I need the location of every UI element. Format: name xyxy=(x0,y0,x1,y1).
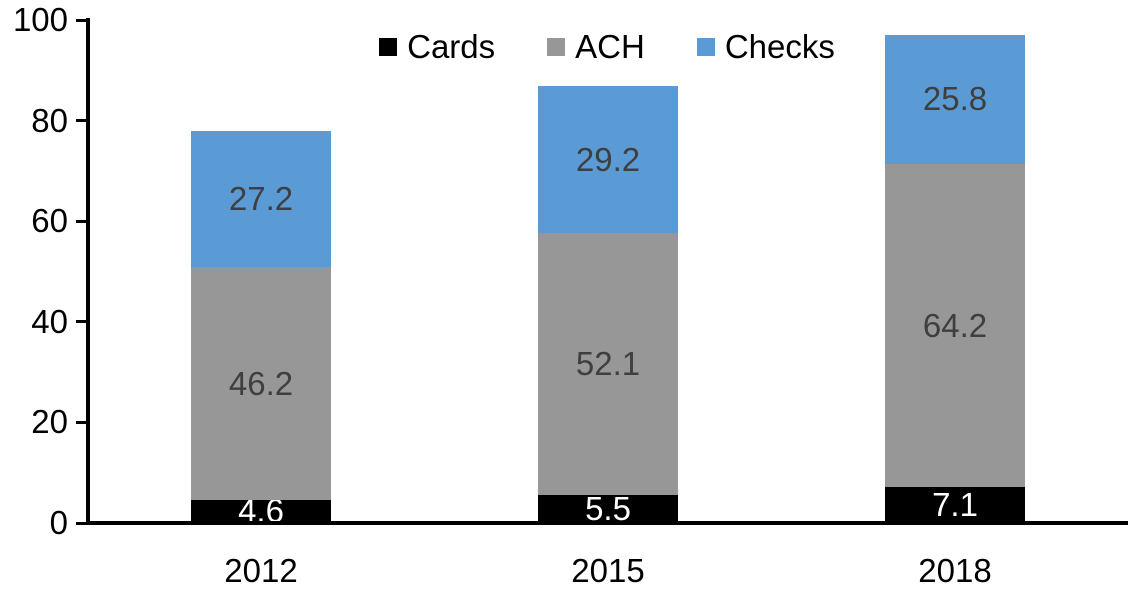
legend-item-ach: ACH xyxy=(547,27,645,67)
bar-segment-ach-2012: 46.2 xyxy=(191,267,331,500)
x-axis-label-2018: 2018 xyxy=(918,552,992,589)
y-axis-tick xyxy=(76,320,88,324)
bar-segment-checks-2018: 25.8 xyxy=(885,34,1025,165)
y-axis-tick xyxy=(76,219,88,223)
legend-label-cards: Cards xyxy=(407,28,496,65)
legend-item-checks: Checks xyxy=(696,27,835,67)
legend-swatch-checks xyxy=(696,38,715,56)
legend-item-cards: Cards xyxy=(379,27,495,67)
x-axis-label-2015: 2015 xyxy=(571,552,645,589)
legend-label-ach: ACH xyxy=(575,28,645,65)
legend-label-checks: Checks xyxy=(724,28,835,65)
bar-value-label: 5.5 xyxy=(585,490,631,528)
bar-segment-ach-2018: 64.2 xyxy=(885,164,1025,488)
x-axis-line xyxy=(86,521,1128,525)
bar-value-label: 46.2 xyxy=(228,364,294,402)
bar-segment-ach-2015: 52.1 xyxy=(538,233,678,496)
y-axis-tick-label: 100 xyxy=(12,1,68,38)
legend-swatch-cards xyxy=(379,38,398,56)
x-axis-label-2012: 2012 xyxy=(224,552,298,589)
y-axis-line xyxy=(86,18,90,525)
bar-segment-cards-2012: 4.6 xyxy=(191,492,331,529)
y-axis-tick xyxy=(76,420,88,424)
y-axis-tick-label: 20 xyxy=(31,403,68,441)
y-axis-tick xyxy=(76,18,88,22)
bar-value-label: 64.2 xyxy=(922,306,988,344)
legend-swatch-ach xyxy=(547,38,566,56)
bar-value-label: 7.1 xyxy=(932,486,978,524)
y-axis-tick xyxy=(76,521,88,525)
chart-legend: Cards ACH Checks xyxy=(86,26,1128,68)
y-axis-tick-label: 40 xyxy=(31,302,68,340)
y-axis-tick-label: 0 xyxy=(49,504,68,541)
bar-segment-checks-2012: 27.2 xyxy=(191,130,331,268)
bar-segment-cards-2018: 7.1 xyxy=(885,486,1025,524)
bar-segment-checks-2015: 29.2 xyxy=(538,86,678,234)
bar-value-label: 29.2 xyxy=(575,140,641,178)
bar-segment-cards-2015: 5.5 xyxy=(538,490,678,527)
bar-value-label: 25.8 xyxy=(922,80,988,118)
bar-value-label: 27.2 xyxy=(228,180,294,218)
y-axis-tick xyxy=(76,119,88,123)
bar-value-label: 52.1 xyxy=(575,345,641,383)
y-axis-tick-label: 80 xyxy=(31,101,68,139)
y-axis-tick-label: 60 xyxy=(31,202,68,240)
